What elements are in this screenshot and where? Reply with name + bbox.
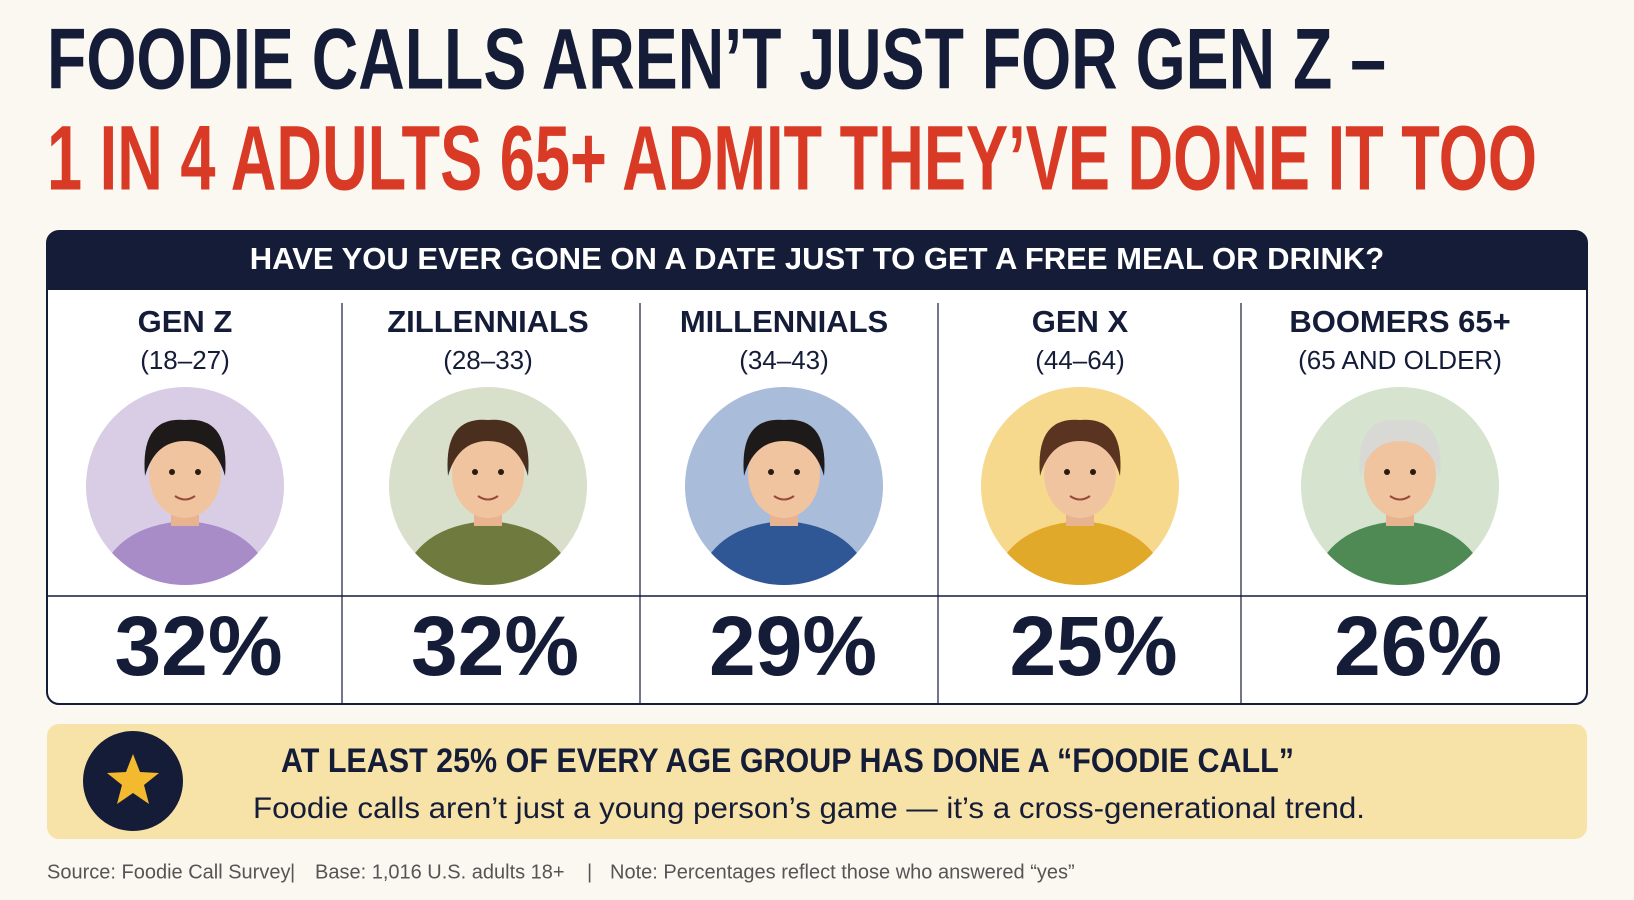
portrait-face [748, 430, 820, 518]
portrait-eye [169, 469, 175, 475]
portrait-mouth [174, 495, 196, 501]
group-name: MILLENNIALS [680, 304, 888, 339]
portrait-eye [1384, 469, 1390, 475]
portrait-face [452, 430, 524, 518]
portrait-eye [794, 469, 800, 475]
group-range: (44–64) [1035, 345, 1125, 375]
portrait-mouth [773, 495, 795, 501]
portrait-mouth [477, 495, 499, 501]
portrait-face [1044, 430, 1116, 518]
portrait-eye [498, 469, 504, 475]
title-line-2: 1 IN 4 ADULTS 65+ ADMIT THEY’VE DONE IT … [47, 107, 1537, 209]
portrait-hair [743, 419, 825, 476]
portrait-eye [1090, 469, 1096, 475]
footer-separator: | [587, 861, 592, 883]
footer-source: Source: Foodie Call Survey [47, 861, 290, 883]
portrait-hair [144, 419, 226, 476]
group-name: ZILLENNIALS [387, 304, 589, 339]
star-icon [107, 754, 159, 804]
group-range: (18–27) [140, 345, 230, 375]
percent: 32% [114, 599, 282, 693]
percent: 26% [1334, 599, 1502, 693]
title-line-1: FOODIE CALLS AREN’T JUST FOR GEN Z – [47, 12, 1386, 108]
portrait-face [149, 430, 221, 518]
portrait-eye [1410, 469, 1416, 475]
callout-text: Foodie calls aren’t just a young person’… [253, 792, 1365, 825]
panel-header [47, 231, 1587, 290]
group-name: GEN Z [138, 304, 233, 339]
portrait-mouth [1069, 495, 1091, 501]
portrait-hair [447, 419, 529, 476]
portrait-eye [1064, 469, 1070, 475]
portrait-eye [472, 469, 478, 475]
portrait-eye [768, 469, 774, 475]
callout-headline: AT LEAST 25% OF EVERY AGE GROUP HAS DONE… [281, 742, 1294, 780]
percent: 25% [1009, 599, 1177, 693]
percent: 29% [709, 599, 877, 693]
percent: 32% [411, 599, 579, 693]
portrait-hair [1039, 419, 1121, 476]
footer-note: Note: Percentages reflect those who answ… [610, 861, 1075, 883]
portrait-eye [195, 469, 201, 475]
footer-separator: | [290, 861, 295, 883]
group-name: BOOMERS 65+ [1289, 304, 1510, 339]
question: HAVE YOU EVER GONE ON A DATE JUST TO GET… [250, 241, 1384, 276]
group-range: (28–33) [443, 345, 533, 375]
group-range: (34–43) [739, 345, 829, 375]
footer-base: Base: 1,016 U.S. adults 18+ [315, 861, 565, 883]
group-name: GEN X [1032, 304, 1129, 339]
portrait-mouth [1389, 495, 1411, 501]
portrait-hair [1359, 419, 1441, 476]
group-range: (65 AND OLDER) [1298, 345, 1502, 375]
callout-box [47, 724, 1587, 839]
portrait-face [1364, 430, 1436, 518]
